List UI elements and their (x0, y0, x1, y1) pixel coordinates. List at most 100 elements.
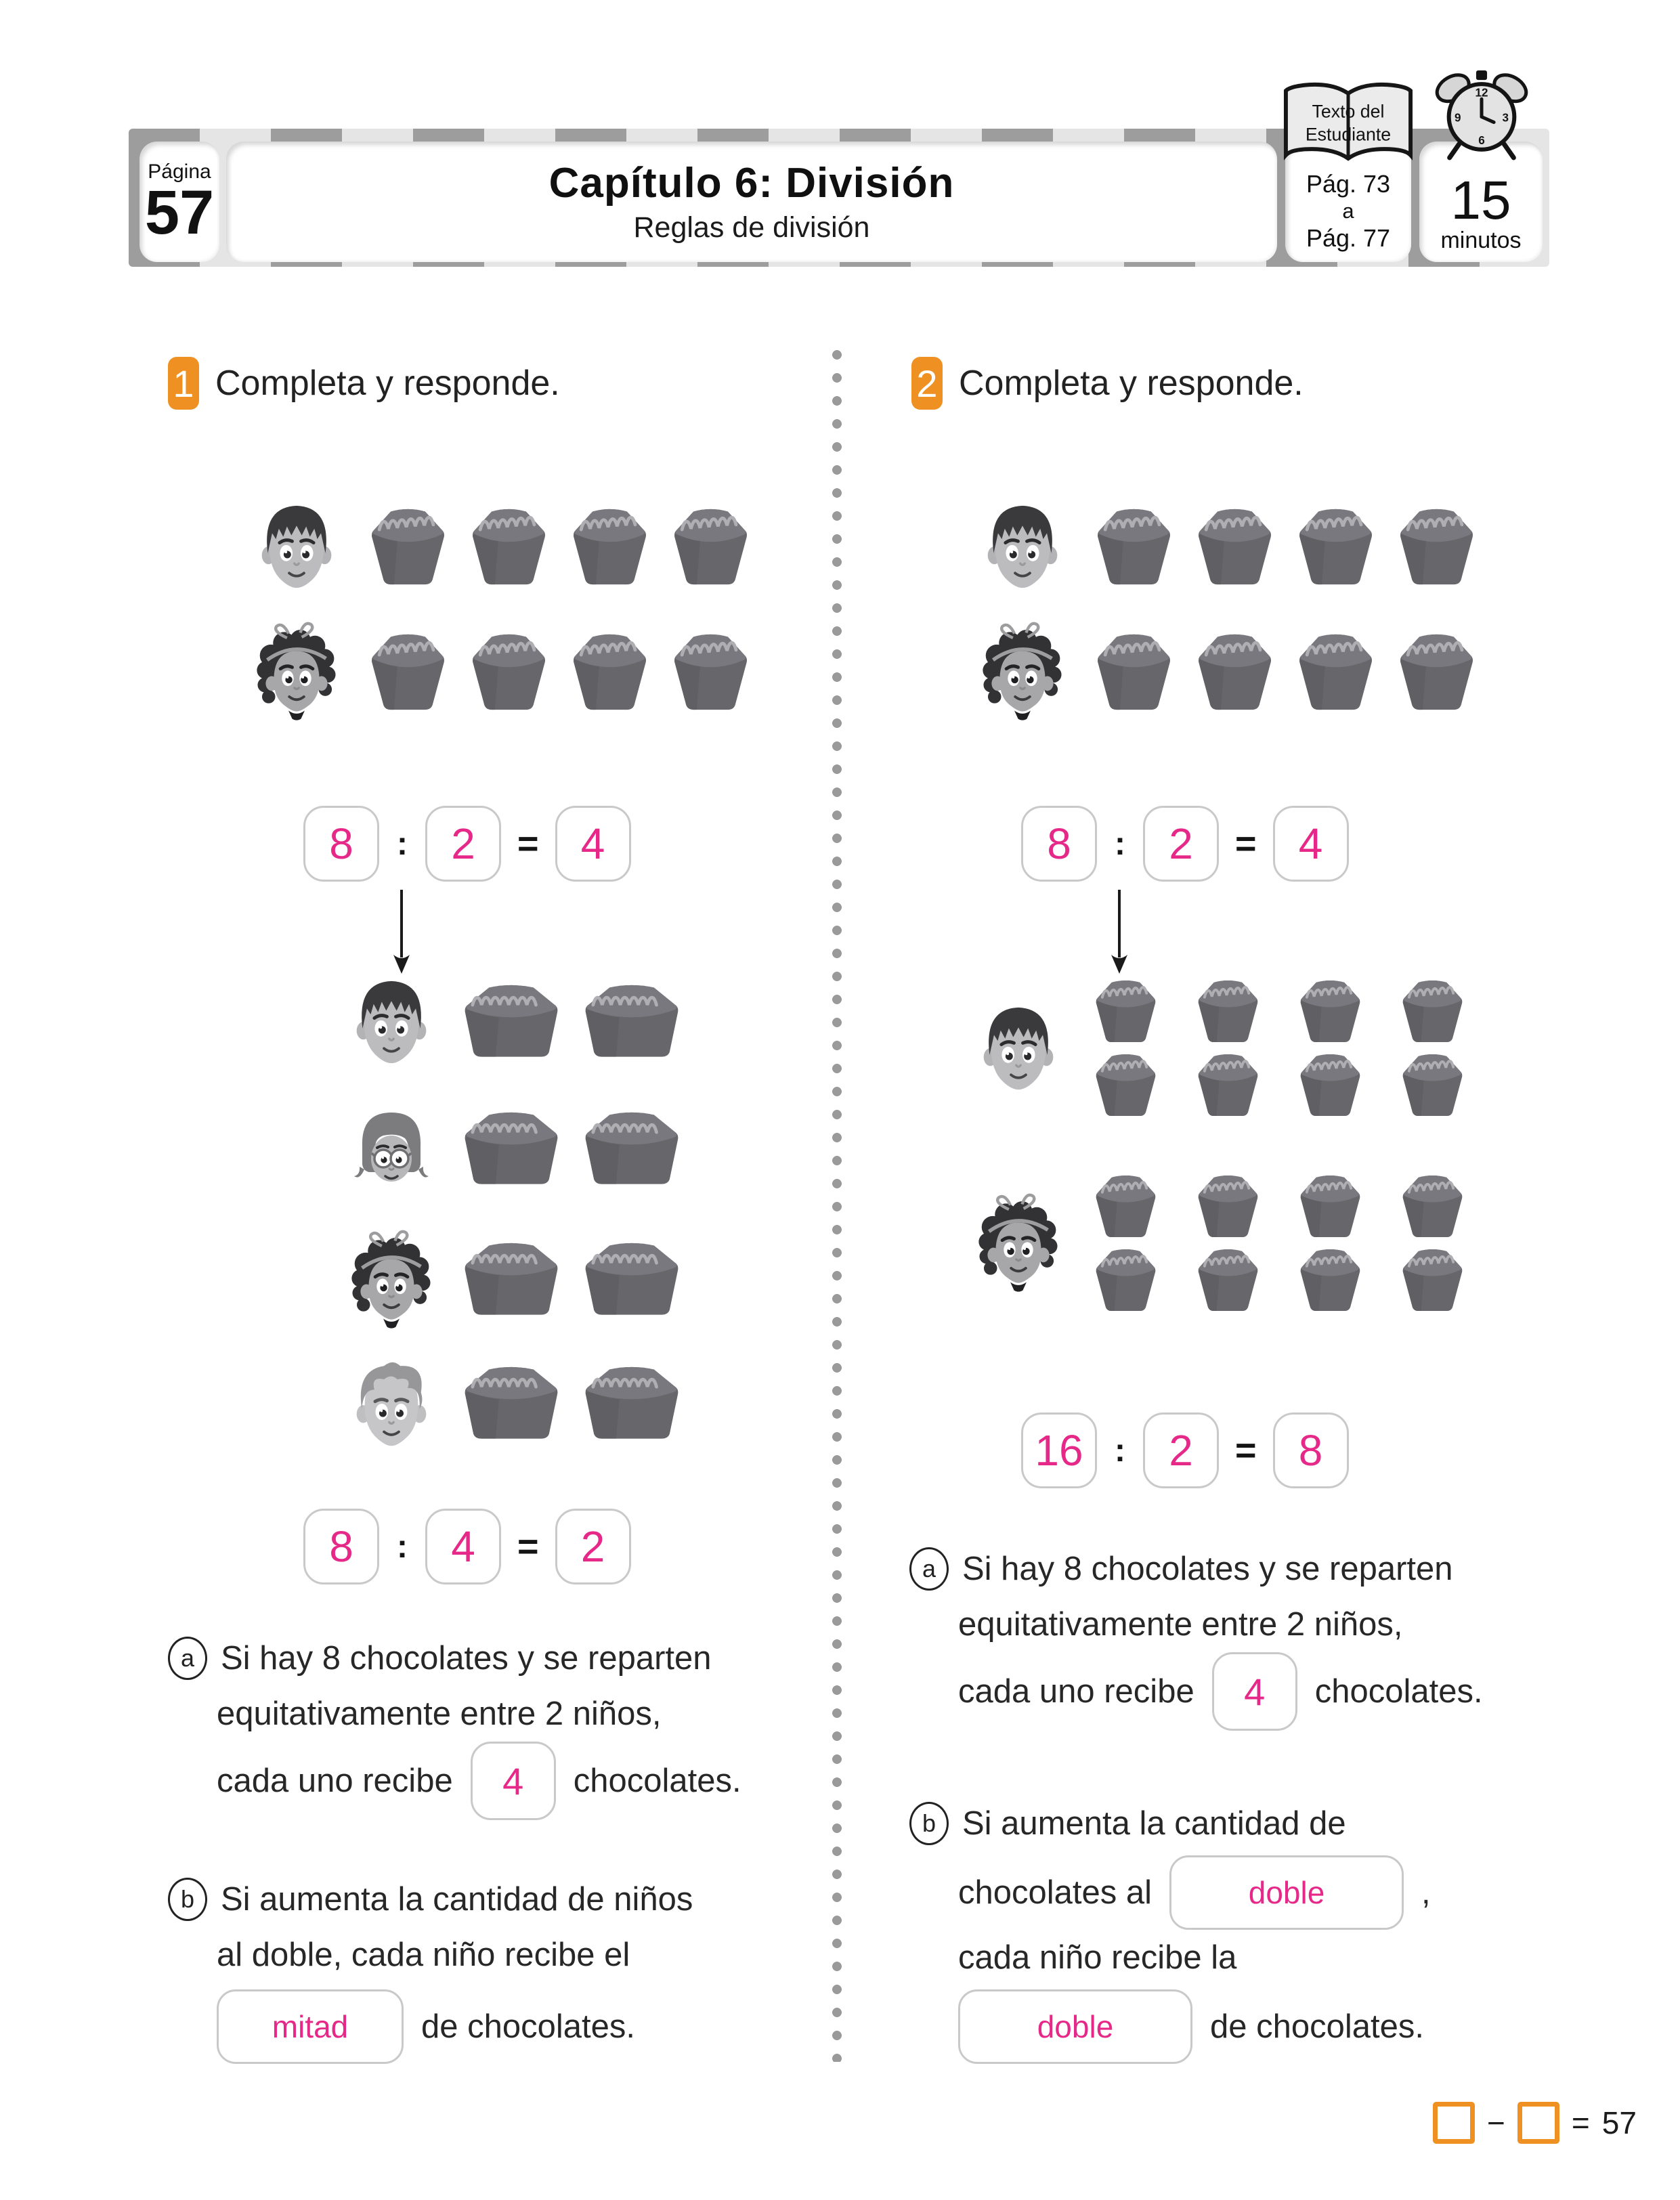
ex2-equation-1: 8 : 2 = 4 (1021, 806, 1349, 882)
girl-headband-face-icon (978, 620, 1067, 723)
page-number-box: Página 57 (139, 142, 219, 262)
clock-icon: 12 3 6 9 (1435, 70, 1528, 160)
answer-box[interactable]: 4 (1211, 1652, 1297, 1731)
answer-box[interactable]: doble (958, 1989, 1192, 2064)
chapter-title: Capítulo 6: División (548, 160, 955, 207)
ex1-item-b: b Si aumenta la cantidad de niños al dob… (168, 1872, 693, 2064)
item-a-line2: equitativamente entre 2 niños, (217, 1696, 662, 1732)
girl-headband-face-icon (347, 1228, 436, 1331)
chocolate-strip (458, 1241, 685, 1319)
ex2-top-row-boy (978, 498, 1482, 595)
chocolate-icon (1184, 1052, 1272, 1119)
chapter-subtitle: Reglas de división (633, 211, 870, 244)
equals-sign: = (1234, 823, 1257, 864)
division-colon: : (1115, 1432, 1125, 1469)
item-b-line2: al doble, cada niño recibe el (217, 1937, 630, 1973)
chocolate-icon (1082, 1247, 1169, 1314)
equation-box-divisor[interactable]: 2 (1142, 1412, 1219, 1488)
ex1-item-a: a Si hay 8 chocolates y se reparten equi… (168, 1631, 741, 1820)
ex1-equation-1: 8 : 2 = 4 (303, 806, 631, 882)
chocolate-icon (1082, 1052, 1169, 1119)
item-b-line3: cada niño recibe la (958, 1939, 1237, 1976)
answer-box[interactable]: 4 (470, 1742, 556, 1820)
chocolate-icon (565, 506, 655, 588)
book-text-line1: Texto del (1312, 102, 1385, 122)
exercise2-instruction: Completa y responde. (959, 364, 1304, 403)
chocolate-icon (666, 506, 756, 588)
equation-box-dividend[interactable]: 8 (1021, 806, 1097, 882)
answer-box[interactable]: doble (1169, 1855, 1404, 1930)
ex2-item-b: b Si aumenta la cantidad de chocolates a… (909, 1796, 1431, 2064)
equation-box-dividend[interactable]: 16 (1021, 1412, 1097, 1488)
equation-box-dividend[interactable]: 8 (303, 806, 379, 882)
ex2-item-a: a Si hay 8 chocolates y se reparten equi… (909, 1541, 1483, 1731)
division-colon: : (397, 825, 408, 862)
chocolate-strip (458, 983, 685, 1061)
equation-box-divisor[interactable]: 2 (1142, 806, 1219, 882)
ex2-bottom-group-boy (974, 978, 1476, 1119)
chocolate-strip (363, 631, 756, 713)
clock-3: 3 (1502, 112, 1509, 125)
chocolate-icon (464, 506, 554, 588)
equation-box-quotient[interactable]: 4 (555, 806, 631, 882)
chocolate-icon (1287, 1052, 1374, 1119)
chocolate-icon (578, 1364, 685, 1443)
down-arrow-icon (387, 888, 416, 975)
footer-blank-box[interactable] (1517, 2102, 1559, 2144)
equation-box-divisor[interactable]: 2 (425, 806, 501, 882)
item-b-after: de chocolates. (421, 2008, 635, 2045)
equation-box-dividend[interactable]: 8 (303, 1509, 379, 1584)
item-a-after: chocolates. (573, 1763, 741, 1799)
item-a-line1: Si hay 8 chocolates y se reparten (221, 1640, 712, 1677)
boy-face-icon (347, 974, 436, 1070)
page-to: Pág. 77 (1306, 223, 1391, 252)
chocolate-icon (578, 1110, 685, 1188)
chocolate-icon (1392, 631, 1482, 713)
ex1-bottom-row-boy (347, 974, 685, 1070)
item-b-line4-after: de chocolates. (1210, 2008, 1424, 2045)
chocolate-icon (1291, 506, 1381, 588)
timer-value: 15 (1450, 170, 1511, 230)
book-text-line2: Estudiante (1306, 124, 1391, 144)
chocolate-strip (458, 1364, 685, 1443)
chocolate-icon (1089, 506, 1179, 588)
equation-box-quotient[interactable]: 4 (1272, 806, 1349, 882)
boy-wavy-face-icon (347, 1356, 436, 1452)
girl-glasses-face-icon (347, 1101, 436, 1197)
boy-face-icon (978, 498, 1067, 595)
equals-sign: = (1571, 2105, 1590, 2140)
chocolate-icon (458, 1110, 565, 1188)
chocolate-strip (363, 506, 756, 588)
chocolate-strip (1089, 631, 1482, 713)
division-colon: : (397, 1528, 408, 1565)
item-a-after: chocolates. (1314, 1673, 1483, 1710)
chocolate-icon (1082, 978, 1169, 1045)
chocolate-grid (1082, 978, 1476, 1119)
chocolate-icon (1190, 631, 1280, 713)
chocolate-icon (464, 631, 554, 713)
chocolate-icon (1389, 1052, 1476, 1119)
page-footer-equation: − = 57 (1433, 2102, 1637, 2144)
answer-box[interactable]: mitad (217, 1989, 404, 2064)
equation-box-divisor[interactable]: 4 (425, 1509, 501, 1584)
chocolate-icon (1389, 1247, 1476, 1314)
ex2-bottom-group-girl (974, 1173, 1476, 1314)
clock-6: 6 (1478, 134, 1485, 147)
item-b-line1: Si aumenta la cantidad de (962, 1805, 1346, 1842)
ex2-top-row-girl (978, 620, 1482, 723)
footer-blank-box[interactable] (1433, 2102, 1475, 2144)
chapter-title-box: Capítulo 6: División Reglas de división (226, 142, 1277, 262)
timer-unit: minutos (1440, 228, 1522, 253)
chocolate-strip (1089, 506, 1482, 588)
clock-12: 12 (1475, 86, 1488, 99)
division-colon: : (1115, 825, 1125, 862)
equation-box-quotient[interactable]: 8 (1272, 1412, 1349, 1488)
equation-box-quotient[interactable]: 2 (555, 1509, 631, 1584)
item-b-line2-before: chocolates al (958, 1874, 1153, 1911)
ex1-bottom-row-girl-headband (347, 1228, 685, 1331)
page-number: 57 (144, 178, 215, 248)
chocolate-icon (565, 631, 655, 713)
page-from: Pág. 73 (1306, 170, 1391, 198)
ex1-bottom-row-boy-wavy (347, 1356, 685, 1452)
chocolate-icon (1184, 978, 1272, 1045)
